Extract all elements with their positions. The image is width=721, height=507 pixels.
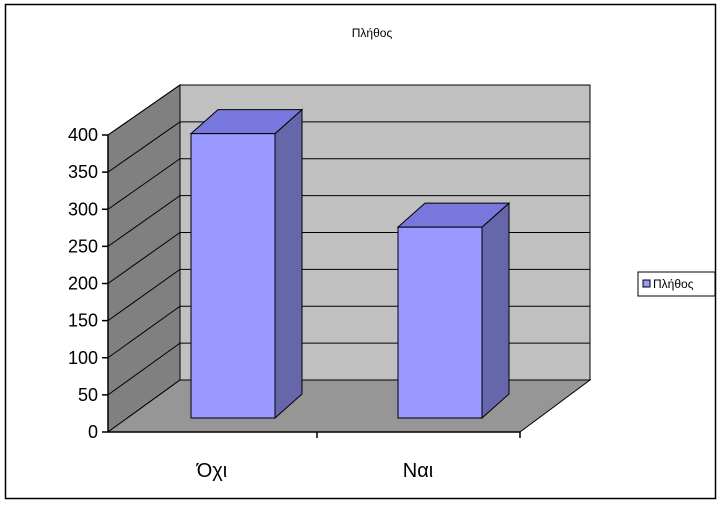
x-tick-label: Ναι: [403, 460, 433, 482]
x-tick-label: Όχι: [196, 460, 227, 482]
bars: [189, 108, 511, 420]
gridline-side: [107, 84, 181, 136]
legend-swatch: [642, 279, 651, 288]
bar: [397, 226, 483, 419]
y-tick-label: 350: [68, 162, 98, 182]
floor: [106, 379, 592, 433]
y-tick-label: 100: [68, 348, 98, 368]
chart-title: Πλήθος: [352, 26, 393, 40]
gridline-side: [107, 305, 181, 359]
gridline-side: [107, 121, 181, 173]
legend: Πλήθος: [637, 271, 716, 297]
y-tick-label: 50: [78, 385, 98, 405]
gridline-side: [107, 232, 181, 284]
y-tick-label: 200: [68, 274, 98, 294]
gridline-side: [107, 342, 181, 396]
y-tick-label: 0: [88, 422, 98, 442]
y-tick-labels: 0 50 100 150 200 250 300 350 400: [68, 125, 108, 442]
bar: [190, 133, 276, 419]
legend-label: Πλήθος: [653, 277, 694, 291]
y-tick-label: 400: [68, 125, 98, 145]
gridline-side: [107, 268, 181, 322]
gridline-side: [107, 195, 181, 247]
bar-side: [274, 108, 303, 420]
y-tick-label: 300: [68, 199, 98, 219]
y-tick-label: 250: [68, 236, 98, 256]
legend-box: [637, 271, 716, 297]
y-tick-label: 150: [68, 311, 98, 331]
x-tick-labels: Όχι Ναι: [196, 460, 433, 482]
gridline-side: [107, 158, 181, 210]
bar-side: [481, 202, 510, 420]
